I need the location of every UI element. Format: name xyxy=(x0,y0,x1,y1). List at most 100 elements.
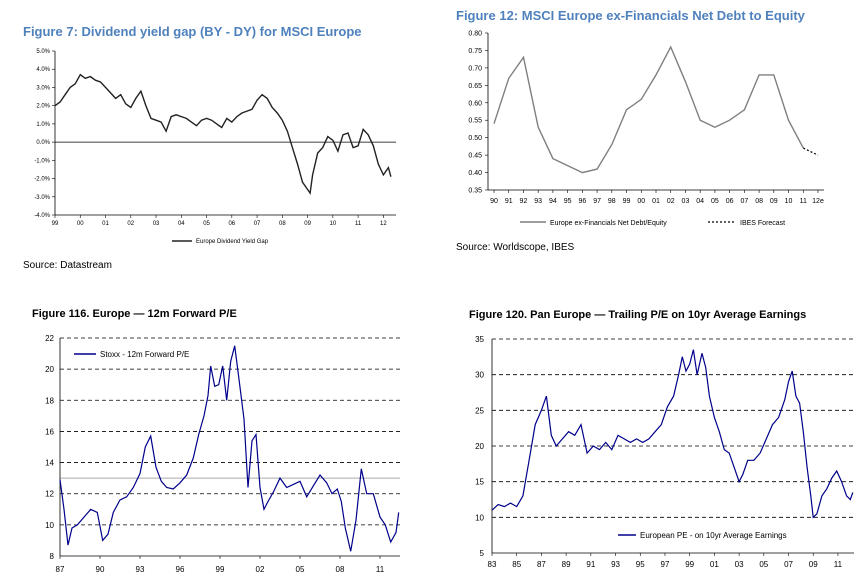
figure-12-x-tick-label: 07 xyxy=(740,198,748,205)
figure-7-y-tick-label: -4.0% xyxy=(34,213,50,219)
figure-12-y-tick-label: 0.40 xyxy=(468,170,482,177)
figure-116-x-tick-label: 08 xyxy=(336,565,345,574)
figure-12-source: Source: Worldscope, IBES xyxy=(456,242,575,253)
figure-120-x-tick-label: 11 xyxy=(834,560,843,569)
figure-12-x-tick-label: 02 xyxy=(667,198,675,205)
figure-12-x-tick-label: 11 xyxy=(800,198,807,205)
figure-12-y-tick-label: 0.55 xyxy=(468,118,482,125)
figure-120-chart: European PE - on 10yr Average Earnings 5… xyxy=(475,335,854,569)
figure-120-x-tick-label: 91 xyxy=(586,560,595,569)
figure-116-y-tick-label: 18 xyxy=(45,396,54,405)
figure-7-panel: Figure 7: Dividend yield gap (BY - DY) f… xyxy=(0,0,420,290)
figure-120-y-tick-label: 30 xyxy=(475,371,484,380)
figure-7-y-tick-label: 0.0% xyxy=(36,140,50,146)
figure-7-legend-label: Europe Dividend Yield Gap xyxy=(196,239,269,245)
figure-116-x-tick-label: 87 xyxy=(56,565,65,574)
figure-116-series-line xyxy=(59,345,400,552)
figure-7-x-tick-label: 03 xyxy=(153,221,160,227)
figure-12-x-tick-label: 90 xyxy=(490,198,498,205)
figure-12-x-tick-label: 01 xyxy=(652,198,660,205)
figure-7-y-tick-label: 2.0% xyxy=(36,104,50,110)
figure-120-x-tick-label: 05 xyxy=(759,560,768,569)
figure-7-x-tick-label: 01 xyxy=(102,221,109,227)
figure-120-y-tick-label: 5 xyxy=(480,549,485,558)
figure-120-legend-label: European PE - on 10yr Average Earnings xyxy=(640,531,787,540)
figure-12-x-tick-label: 09 xyxy=(770,198,778,205)
figure-7-x-tick-label: 04 xyxy=(178,221,185,227)
figure-12-x-tick-label: 00 xyxy=(637,198,645,205)
figure-7-x-tick-label: 06 xyxy=(228,221,235,227)
figure-120-y-tick-label: 10 xyxy=(475,513,484,522)
figure-116-chart: Stoxx - 12m Forward P/E 8 10 12 14 16 18 20 22 8… xyxy=(45,334,400,574)
figure-116-y-tick-label: 8 xyxy=(50,552,55,561)
figure-120-x-tick-label: 07 xyxy=(784,560,793,569)
figure-7-x-tick-label: 08 xyxy=(279,221,286,227)
figure-116-y-tick-label: 14 xyxy=(45,459,54,468)
figure-12-x-tick-label: 99 xyxy=(623,198,631,205)
figure-7-x-tick-label: 99 xyxy=(52,221,59,227)
figure-120-x-tick-label: 85 xyxy=(512,560,521,569)
figure-7-x-tick-label: 11 xyxy=(355,221,362,227)
figure-120-x-tick-label: 95 xyxy=(636,560,645,569)
figure-116-legend-label: Stoxx - 12m Forward P/E xyxy=(100,350,189,359)
figure-7-y-tick-label: -2.0% xyxy=(34,177,50,183)
figure-12-forecast-line xyxy=(803,147,819,156)
figure-120-y-tick-label: 25 xyxy=(475,406,484,415)
figure-7-x-tick-label: 02 xyxy=(127,221,134,227)
figure-116-title: Figure 116. Europe — 12m Forward P/E xyxy=(32,308,237,320)
figure-116-x-tick-label: 90 xyxy=(96,565,105,574)
figure-12-series-line xyxy=(493,45,804,174)
figure-7-series-line xyxy=(54,73,392,195)
figure-7-y-tick-label: 1.0% xyxy=(36,122,50,128)
figure-116-y-tick-label: 22 xyxy=(45,334,54,343)
figure-12-x-tick-label: 93 xyxy=(534,198,542,205)
figure-12-y-tick-label: 0.65 xyxy=(468,83,482,90)
figure-12-x-tick-label: 91 xyxy=(505,198,513,205)
figure-120-series-line xyxy=(491,349,854,519)
figure-120-x-tick-label: 09 xyxy=(809,560,818,569)
figure-120-x-tick-label: 97 xyxy=(661,560,670,569)
figure-116-x-tick-label: 96 xyxy=(176,565,185,574)
figure-120-y-tick-label: 15 xyxy=(475,478,484,487)
figure-120-title: Figure 120. Pan Europe — Trailing P/E on… xyxy=(469,309,807,321)
figure-116-x-tick-label: 99 xyxy=(216,565,225,574)
figure-116-x-tick-label: 02 xyxy=(256,565,265,574)
figure-12-y-tick-label: 0.50 xyxy=(468,135,482,142)
figure-120-x-tick-label: 03 xyxy=(735,560,744,569)
figure-120-x-tick-label: 89 xyxy=(562,560,571,569)
figure-116-x-tick-label: 05 xyxy=(296,565,305,574)
figure-7-title: Figure 7: Dividend yield gap (BY - DY) f… xyxy=(23,24,362,39)
figure-120-x-tick-label: 99 xyxy=(685,560,694,569)
figure-12-title: Figure 12: MSCI Europe ex-Financials Net… xyxy=(456,8,805,23)
figure-12-x-tick-label: 04 xyxy=(696,198,704,205)
figure-12-x-tick-label: 08 xyxy=(755,198,763,205)
figure-12-x-tick-label: 12e xyxy=(812,198,824,205)
figure-12-x-tick-label: 03 xyxy=(682,198,690,205)
figure-116-x-tick-label: 93 xyxy=(136,565,145,574)
figure-12-panel: Figure 12: MSCI Europe ex-Financials Net… xyxy=(440,0,864,290)
figure-116-y-tick-label: 20 xyxy=(45,365,54,374)
figure-116-y-tick-label: 12 xyxy=(45,490,54,499)
figure-7-x-tick-label: 12 xyxy=(380,221,387,227)
figure-7-x-tick-label: 07 xyxy=(254,221,261,227)
figure-116-x-tick-label: 11 xyxy=(376,565,385,574)
figure-12-x-tick-label: 95 xyxy=(564,198,572,205)
figure-7-x-tick-label: 00 xyxy=(77,221,84,227)
figure-12-legend-label-2: IBES Forecast xyxy=(740,220,785,227)
figure-12-x-tick-label: 94 xyxy=(549,198,557,205)
figure-12-y-tick-label: 0.75 xyxy=(468,48,482,55)
figure-7-x-tick-label: 05 xyxy=(203,221,210,227)
figure-7-y-tick-label: 4.0% xyxy=(36,67,50,73)
figure-116-y-tick-label: 10 xyxy=(45,521,54,530)
figure-12-y-tick-label: 0.35 xyxy=(468,188,482,195)
figure-120-x-tick-label: 87 xyxy=(537,560,546,569)
figure-120-x-tick-label: 93 xyxy=(611,560,620,569)
figure-120-x-tick-label: 01 xyxy=(710,560,719,569)
figure-120-y-tick-label: 35 xyxy=(475,335,484,344)
figure-120-y-tick-label: 20 xyxy=(475,442,484,451)
figure-12-y-tick-label: 0.80 xyxy=(468,31,482,38)
figure-120-x-tick-label: 83 xyxy=(488,560,497,569)
figure-7-x-tick-label: 10 xyxy=(330,221,337,227)
figure-116-panel: Figure 116. Europe — 12m Forward P/E Sto… xyxy=(0,300,420,584)
figure-12-y-tick-label: 0.45 xyxy=(468,153,482,160)
